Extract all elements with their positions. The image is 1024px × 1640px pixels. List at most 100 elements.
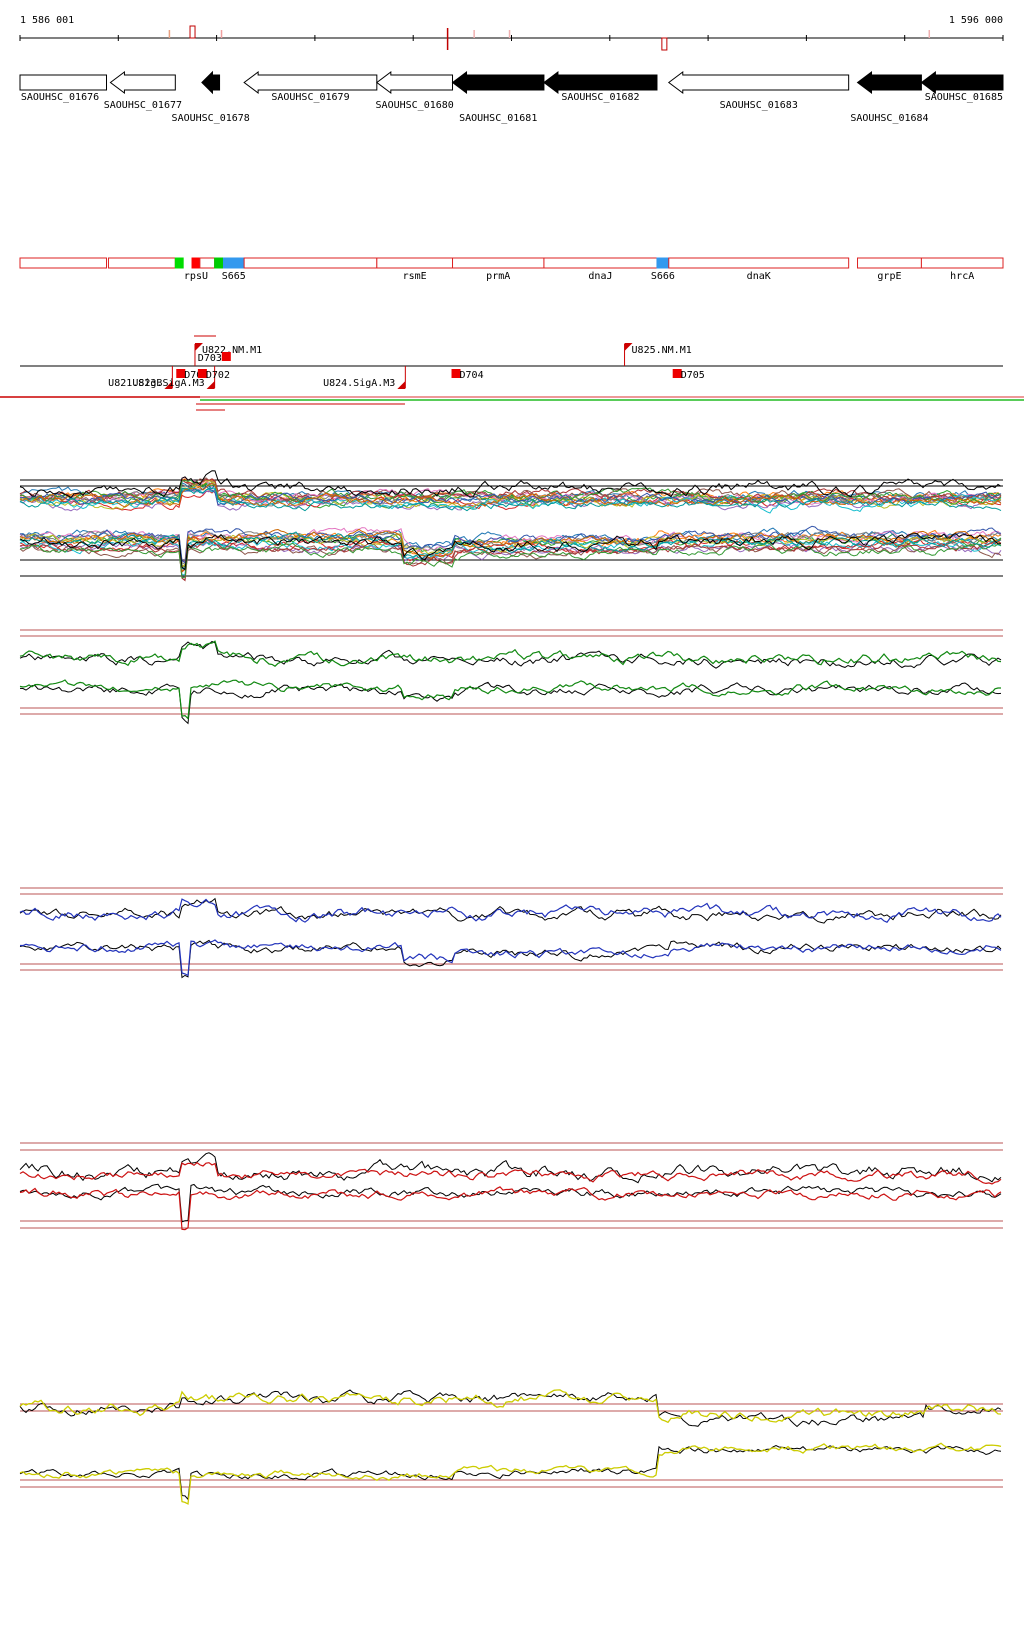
expression-trace	[19, 533, 1002, 571]
expression-trace	[19, 482, 1002, 508]
expression-trace	[19, 1186, 1002, 1231]
feature-box	[376, 257, 454, 269]
promoter-label: U821.SigB	[108, 378, 162, 389]
terminator-label: D702	[206, 370, 230, 381]
promoter-label: U825.NM.M1	[632, 345, 692, 356]
terminator-box	[672, 369, 682, 378]
gene-arrow	[375, 71, 454, 94]
terminator-box	[197, 369, 207, 378]
expression-trace	[19, 897, 1002, 924]
feature-label: rpsU	[184, 271, 208, 282]
promoter-flag	[397, 381, 406, 389]
expression-trace	[19, 679, 1001, 720]
gene-arrow	[109, 71, 176, 94]
gene-label: SAOUHSC_01677	[104, 100, 182, 111]
expression-panel-blue	[19, 887, 1003, 979]
promoter-flag	[194, 343, 203, 351]
expression-trace	[19, 525, 1002, 564]
expression-trace	[19, 1161, 1002, 1185]
expression-trace	[19, 1389, 1002, 1424]
expression-trace	[19, 539, 1002, 582]
feature-box	[191, 257, 201, 269]
expression-trace	[19, 1442, 1002, 1505]
ruler-start-label: 1 586 001	[20, 15, 74, 26]
expression-trace	[20, 939, 1002, 977]
expression-trace	[19, 486, 1002, 514]
gene-arrow	[19, 74, 108, 91]
feature-label: S665	[222, 271, 246, 282]
ruler-ticks	[19, 35, 1004, 41]
promoter-label: U824.SigA.M3	[323, 378, 395, 389]
terminator-label: D701	[184, 370, 208, 381]
promoter-label: U823.SigA.M3	[132, 378, 204, 389]
feature-label: grpE	[877, 271, 901, 282]
promoter-flag	[164, 381, 173, 389]
gene-track: SAOUHSC_01676 SAOUHSC_01677 SAOUHSC_01678 S…	[19, 70, 1004, 124]
gene-arrow	[920, 71, 1004, 94]
expression-trace	[19, 537, 1002, 576]
terminator-box	[176, 369, 186, 378]
feature-box	[920, 257, 1004, 269]
expression-panel-all-conditions	[19, 470, 1003, 582]
feature-box	[107, 257, 176, 269]
expression-trace	[19, 542, 1002, 579]
terminator-box	[221, 352, 231, 361]
feature-label: prmA	[486, 271, 510, 282]
feature-box	[214, 257, 224, 269]
expression-trace	[19, 1183, 1002, 1223]
feature-box	[222, 257, 245, 269]
terminator-label: D705	[681, 370, 705, 381]
feature-label: rsmE	[403, 271, 427, 282]
feature-label: dnaJ	[588, 271, 612, 282]
expression-trace	[19, 681, 1002, 725]
ruler-marker	[189, 25, 196, 39]
gene-label: SAOUHSC_01680	[376, 100, 454, 111]
feature-box	[199, 257, 216, 269]
feature-box	[243, 257, 378, 269]
gene-arrow	[451, 71, 545, 94]
gene-label: SAOUHSC_01679	[271, 92, 349, 103]
feature-box	[656, 257, 670, 269]
expression-trace	[19, 1152, 1002, 1184]
expression-trace	[19, 479, 1002, 506]
expression-trace	[19, 528, 1002, 573]
expression-trace	[19, 898, 1002, 923]
expression-panel-red	[19, 1142, 1003, 1231]
ruler-end-label: 1 596 000	[949, 15, 1003, 26]
feature-box	[452, 257, 545, 269]
gene-label: SAOUHSC_01678	[172, 113, 250, 124]
feature-label: S666	[651, 271, 675, 282]
gene-arrow	[543, 71, 658, 94]
promoter-flag	[206, 381, 215, 389]
gene-label: SAOUHSC_01685	[925, 92, 1003, 103]
feature-box	[543, 257, 658, 269]
feature-box	[19, 257, 108, 269]
gene-arrow	[243, 71, 378, 94]
ruler-marker	[661, 37, 668, 51]
terminator-box	[451, 369, 461, 378]
gene-arrow	[201, 70, 221, 95]
gene-label: SAOUHSC_01676	[21, 92, 99, 103]
expression-trace	[19, 470, 1002, 499]
feature-label: dnaK	[747, 271, 771, 282]
ruler-markers	[168, 25, 931, 51]
expression-trace	[19, 487, 1002, 512]
gene-label: SAOUHSC_01682	[561, 92, 639, 103]
promoter-label: U822.NM.M1	[202, 345, 262, 356]
feature-box	[174, 257, 184, 269]
expression-trace	[19, 1389, 1002, 1428]
expression-trace	[19, 640, 1002, 667]
expression-panel-yellow	[19, 1389, 1003, 1505]
promoter-flag	[624, 343, 633, 351]
regulatory-track: U822.NM.M1 U825.NM.M1 U821.SigBU823.SigA.M…	[0, 335, 1024, 411]
expression-trace	[19, 1445, 1002, 1501]
feature-box	[668, 257, 850, 269]
expression-panel-green	[19, 629, 1003, 725]
gene-arrow	[667, 71, 850, 94]
feature-label: hrcA	[950, 271, 974, 282]
terminator-label: D703	[198, 353, 222, 364]
coordinate-ruler: 1 586 001 1 596 000	[19, 15, 1004, 51]
feature-box	[857, 257, 922, 269]
gene-arrow	[856, 71, 922, 94]
gene-label: SAOUHSC_01683	[720, 100, 798, 111]
